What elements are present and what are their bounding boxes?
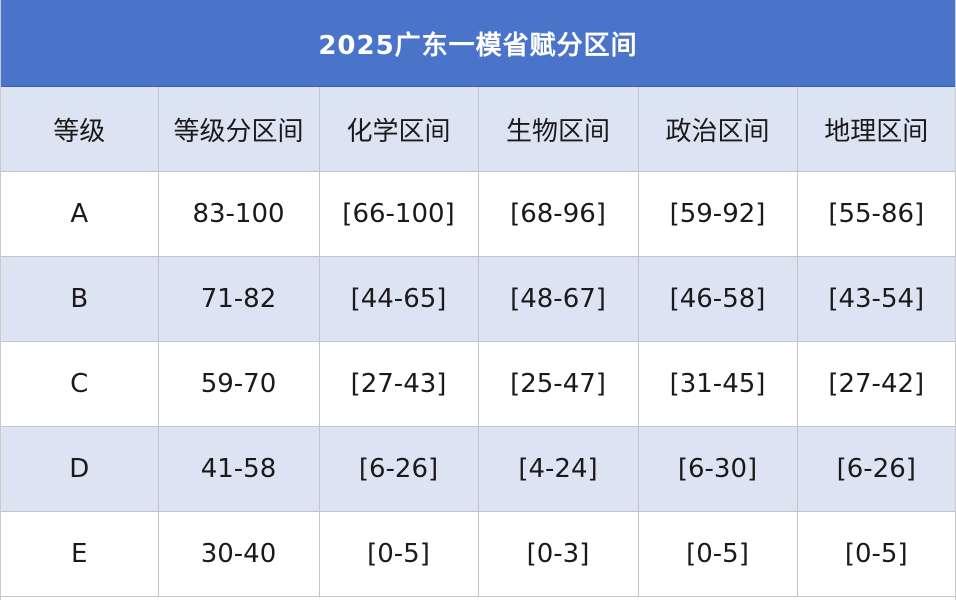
grade-cell: A: [1, 171, 159, 257]
header-geography-range: 地理区间: [797, 87, 955, 172]
table-row: C 59-70 [27-43] [25-47] [31-45] [27-42]: [1, 341, 955, 427]
chemistry-range-cell: [0-5]: [319, 511, 479, 597]
geography-range-cell: [6-26]: [797, 426, 955, 512]
geography-range-cell: [0-5]: [797, 511, 955, 597]
header-grade-score-range: 等级分区间: [158, 87, 320, 172]
table-header-row: 等级 等级分区间 化学区间 生物区间 政治区间 地理区间: [1, 87, 955, 172]
chemistry-range-cell: [27-43]: [319, 341, 479, 427]
grade-cell: D: [1, 426, 159, 512]
chemistry-range-cell: [66-100]: [319, 171, 479, 257]
table-row: D 41-58 [6-26] [4-24] [6-30] [6-26]: [1, 426, 955, 512]
header-politics-range: 政治区间: [638, 87, 798, 172]
geography-range-cell: [27-42]: [797, 341, 955, 427]
politics-range-cell: [59-92]: [638, 171, 798, 257]
table-row: B 71-82 [44-65] [48-67] [46-58] [43-54]: [1, 256, 955, 342]
chemistry-range-cell: [44-65]: [319, 256, 479, 342]
biology-range-cell: [4-24]: [478, 426, 639, 512]
header-biology-range: 生物区间: [478, 87, 639, 172]
grade-score-range-cell: 30-40: [158, 511, 320, 597]
grade-cell: E: [1, 511, 159, 597]
politics-range-cell: [6-30]: [638, 426, 798, 512]
grade-score-range-cell: 41-58: [158, 426, 320, 512]
header-grade: 等级: [1, 87, 159, 172]
chemistry-range-cell: [6-26]: [319, 426, 479, 512]
biology-range-cell: [0-3]: [478, 511, 639, 597]
table-row: A 83-100 [66-100] [68-96] [59-92] [55-86…: [1, 171, 955, 257]
geography-range-cell: [55-86]: [797, 171, 955, 257]
geography-range-cell: [43-54]: [797, 256, 955, 342]
table-title: 2025广东一模省赋分区间: [1, 0, 955, 87]
grade-cell: B: [1, 256, 159, 342]
grade-cell: C: [1, 341, 159, 427]
biology-range-cell: [68-96]: [478, 171, 639, 257]
header-chemistry-range: 化学区间: [319, 87, 479, 172]
politics-range-cell: [0-5]: [638, 511, 798, 597]
grade-score-range-cell: 83-100: [158, 171, 320, 257]
politics-range-cell: [31-45]: [638, 341, 798, 427]
grade-score-range-cell: 59-70: [158, 341, 320, 427]
score-range-table: 等级 等级分区间 化学区间 生物区间 政治区间 地理区间 A 83-100 [6…: [1, 87, 955, 597]
biology-range-cell: [48-67]: [478, 256, 639, 342]
politics-range-cell: [46-58]: [638, 256, 798, 342]
grade-score-range-cell: 71-82: [158, 256, 320, 342]
biology-range-cell: [25-47]: [478, 341, 639, 427]
table-row: E 30-40 [0-5] [0-3] [0-5] [0-5]: [1, 511, 955, 597]
